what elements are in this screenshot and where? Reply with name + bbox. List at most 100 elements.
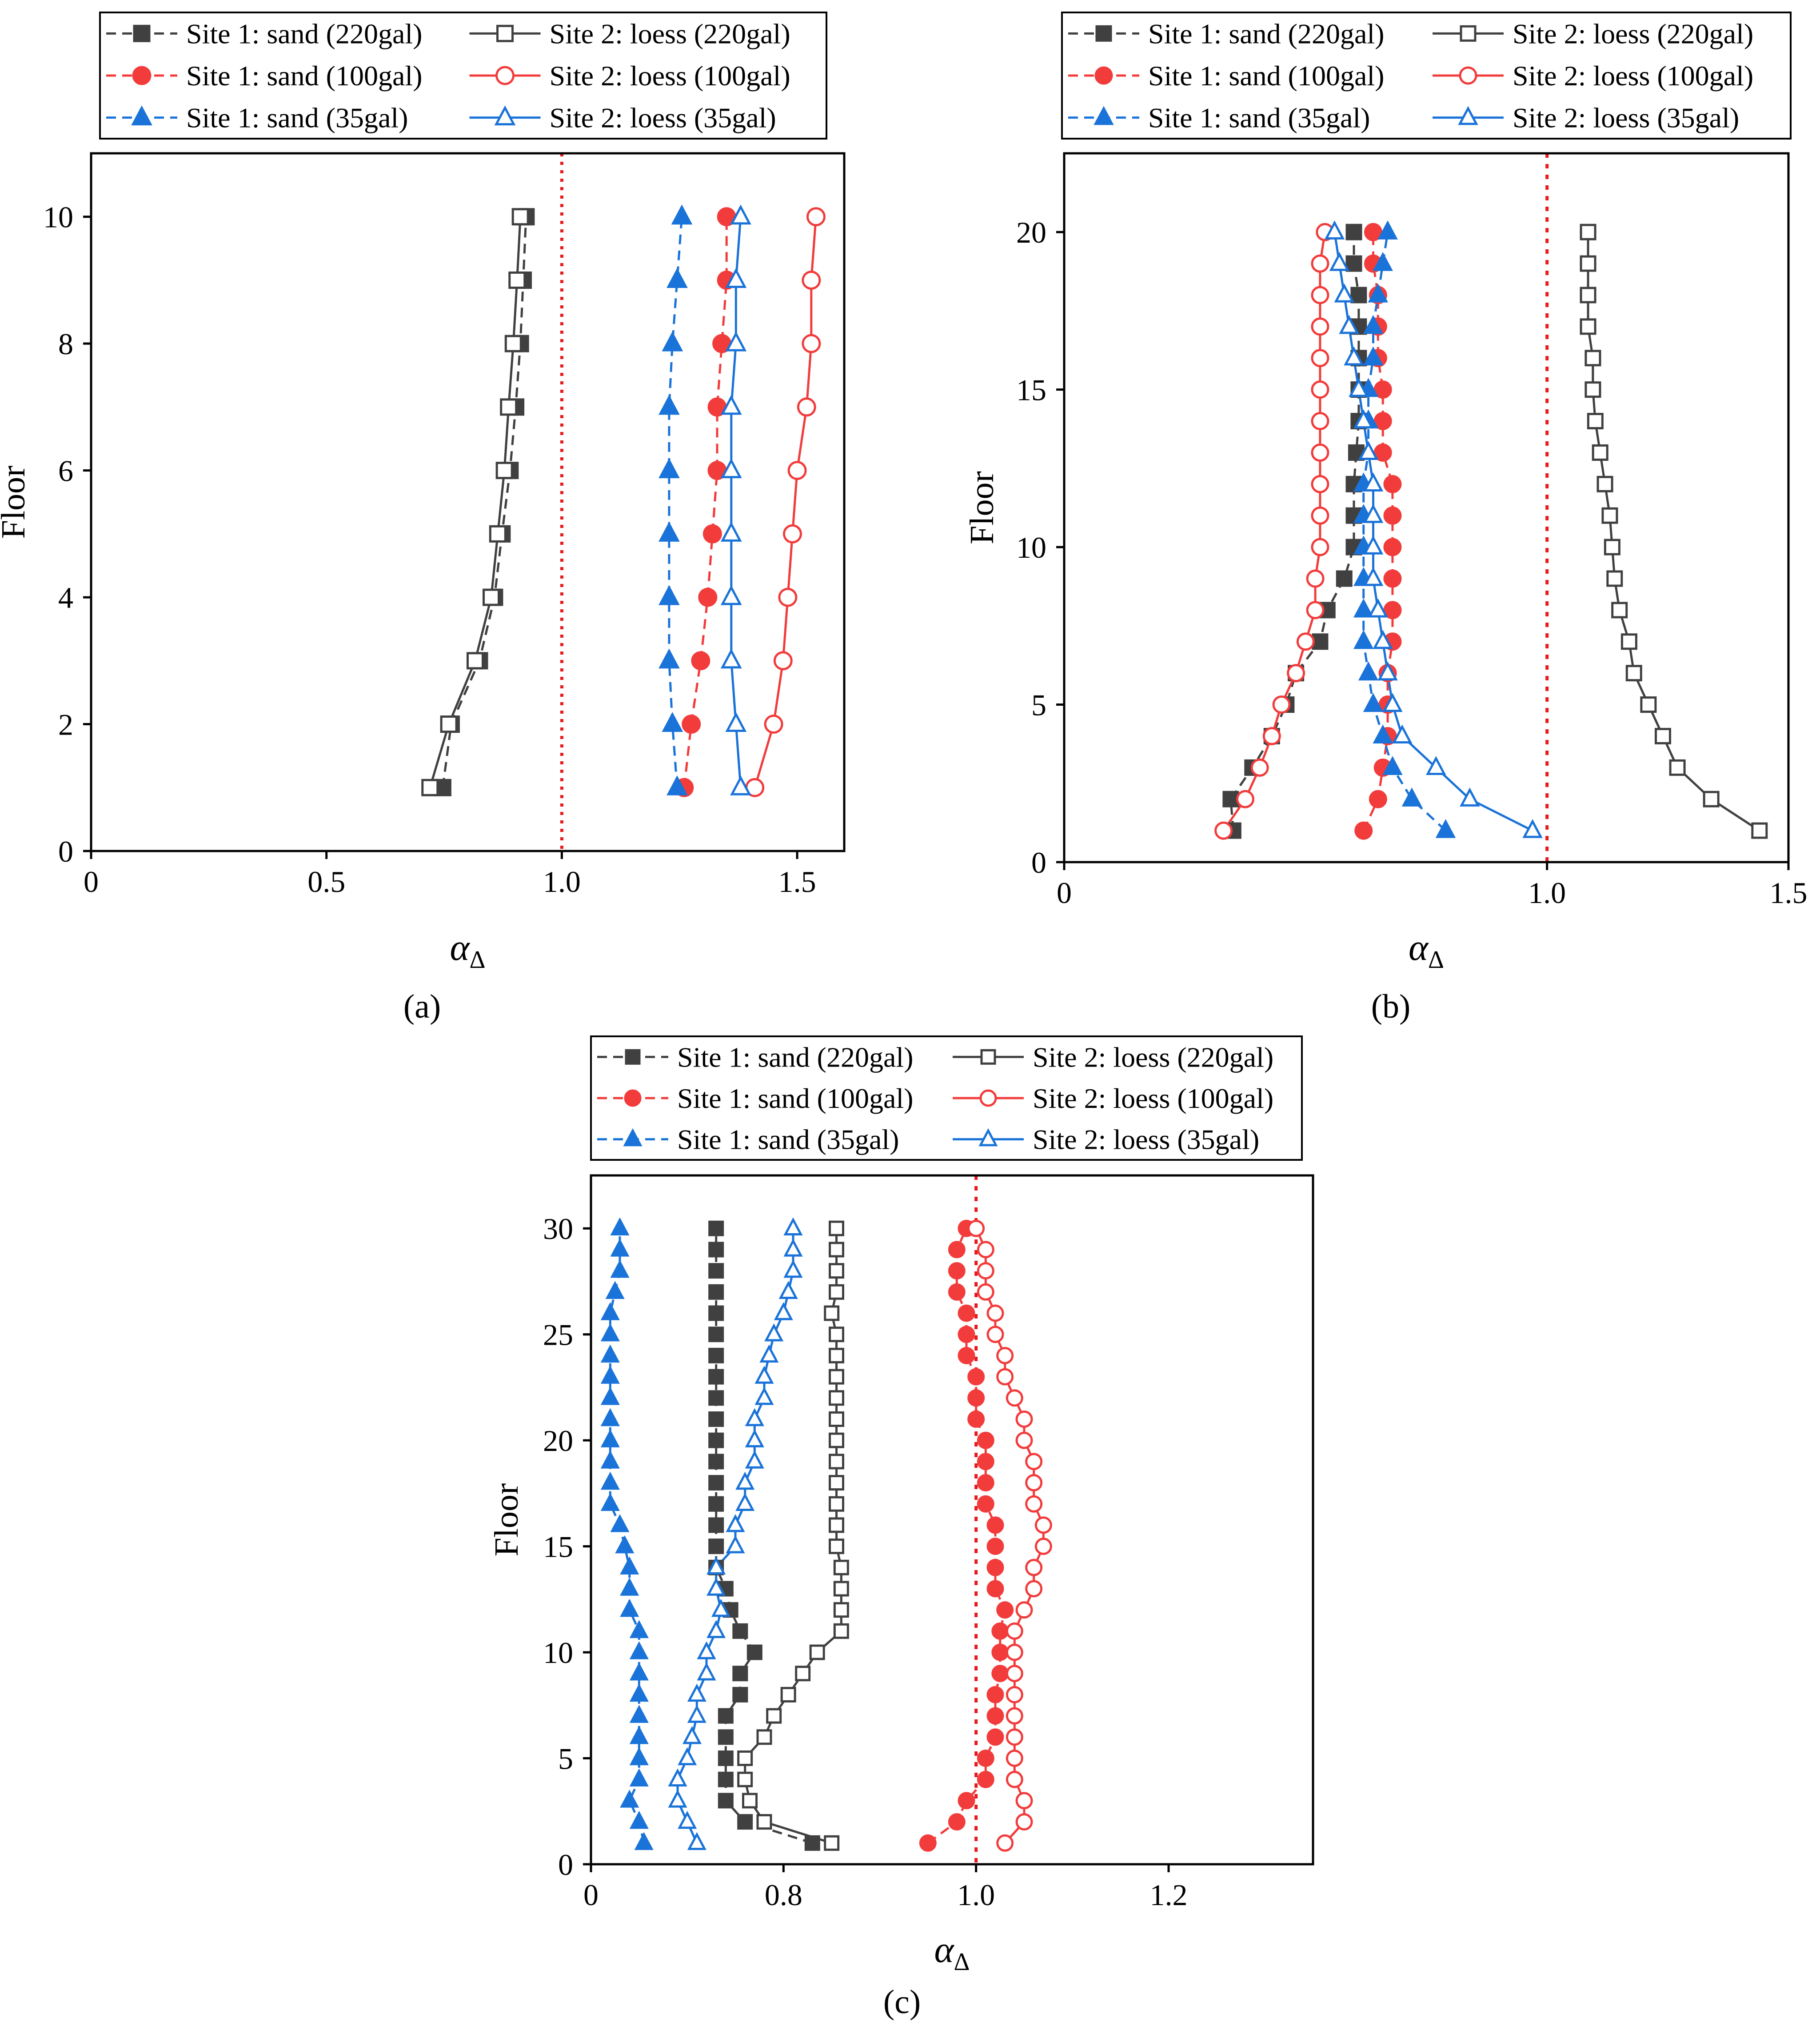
- data-point-b-3-17: [1311, 286, 1329, 304]
- data-point-c-2-2: [958, 1792, 975, 1810]
- legend-marker-a-2: [132, 66, 152, 85]
- data-point-c-2-9: [991, 1643, 1009, 1661]
- data-point-c-2-11: [996, 1601, 1014, 1619]
- data-point-c-0-23: [708, 1347, 724, 1363]
- data-point-c-2-20: [967, 1410, 985, 1428]
- data-point-c-4-23: [600, 1344, 620, 1363]
- data-point-b-4-18: [1373, 252, 1393, 271]
- x-tick-label-c-2: 1.0: [957, 1878, 995, 1912]
- data-point-a-4-3: [659, 585, 680, 605]
- data-point-c-5-22: [754, 1366, 774, 1384]
- data-point-c-2-27: [948, 1262, 966, 1280]
- data-point-b-4-17: [1368, 283, 1389, 303]
- data-point-c-1-10: [833, 1623, 849, 1639]
- data-point-c-0-16: [708, 1496, 724, 1512]
- data-point-b-0-6: [1312, 633, 1329, 650]
- data-point-a-2-2: [691, 651, 710, 671]
- data-point-c-2-1: [948, 1813, 966, 1831]
- y-tick-label-c-3: 15: [543, 1530, 573, 1564]
- data-point-a-4-2: [659, 648, 680, 669]
- data-point-c-5-5: [682, 1726, 702, 1744]
- data-point-b-1-8: [1606, 570, 1623, 587]
- data-point-b-3-12: [1311, 443, 1329, 462]
- data-point-b-1-19: [1580, 224, 1596, 240]
- data-point-c-0-6: [718, 1708, 734, 1724]
- data-point-c-1-8: [795, 1666, 811, 1682]
- series-line-a-3: [754, 216, 817, 788]
- data-point-c-3-14: [1034, 1538, 1052, 1555]
- data-point-c-4-19: [600, 1429, 620, 1447]
- data-point-c-0-17: [708, 1475, 724, 1491]
- data-point-b-1-9: [1604, 539, 1620, 555]
- data-point-a-5-9: [730, 204, 751, 225]
- data-point-b-5-3: [1392, 724, 1413, 744]
- legend-marker-a-1: [496, 24, 514, 42]
- data-point-c-0-20: [708, 1411, 724, 1427]
- data-point-c-1-5: [756, 1729, 772, 1745]
- data-point-c-5-21: [754, 1387, 774, 1405]
- legend-label-a-1: Site 2: loess (220gal): [550, 18, 790, 49]
- data-point-c-3-28: [977, 1241, 994, 1259]
- data-point-c-1-16: [829, 1496, 844, 1512]
- y-axis-label-a: Floor: [0, 466, 32, 539]
- data-point-b-1-16: [1580, 318, 1596, 335]
- data-point-b-5-18: [1329, 252, 1350, 271]
- data-point-c-5-15: [726, 1514, 745, 1532]
- data-point-b-1-13: [1587, 413, 1604, 430]
- data-point-c-1-13: [833, 1559, 849, 1575]
- data-point-c-1-2: [742, 1793, 758, 1809]
- data-point-c-5-9: [697, 1641, 716, 1659]
- data-point-c-3-15: [1034, 1516, 1052, 1534]
- data-point-b-1-4: [1640, 696, 1657, 713]
- data-point-c-4-16: [600, 1493, 620, 1511]
- data-point-c-3-9: [1006, 1643, 1023, 1661]
- data-point-c-1-18: [829, 1454, 844, 1470]
- y-axis-label-b: Floor: [963, 471, 1001, 544]
- y-tick-label-a-3: 6: [58, 454, 73, 488]
- data-point-b-3-14: [1311, 380, 1329, 399]
- data-point-b-5-11: [1363, 472, 1384, 492]
- data-point-b-3-10: [1311, 506, 1329, 525]
- data-point-b-1-2: [1669, 759, 1686, 776]
- data-point-c-4-20: [600, 1408, 620, 1427]
- data-point-c-4-6: [629, 1705, 649, 1723]
- data-point-c-3-8: [1006, 1665, 1023, 1682]
- legend-marker-b-0: [1095, 25, 1112, 42]
- data-point-c-5-12: [706, 1578, 726, 1596]
- legend-marker-b-5: [1458, 106, 1478, 125]
- data-point-b-3-11: [1311, 475, 1329, 493]
- data-point-c-5-19: [745, 1429, 764, 1447]
- data-point-a-5-5: [720, 458, 742, 479]
- legend-label-c-5: Site 2: loess (35gal): [1033, 1124, 1259, 1155]
- data-point-c-0-21: [708, 1390, 724, 1406]
- legend-marker-a-0: [133, 24, 151, 42]
- data-point-c-5-14: [726, 1535, 745, 1554]
- data-point-c-5-0: [687, 1832, 706, 1850]
- data-point-c-5-24: [764, 1323, 784, 1342]
- data-point-c-0-14: [708, 1538, 724, 1554]
- data-point-c-3-23: [996, 1347, 1014, 1364]
- data-point-a-2-1: [682, 715, 701, 734]
- y-tick-label-a-4: 8: [58, 327, 73, 361]
- data-point-a-3-1: [764, 715, 783, 734]
- data-point-b-3-1: [1236, 790, 1254, 808]
- data-point-a-1-9: [511, 208, 529, 226]
- data-point-a-4-7: [662, 331, 683, 352]
- data-point-c-0-19: [708, 1432, 724, 1448]
- data-point-b-5-15: [1344, 346, 1364, 366]
- data-point-a-5-4: [720, 521, 742, 542]
- data-point-b-3-8: [1306, 569, 1325, 588]
- data-point-c-3-4: [1006, 1750, 1023, 1767]
- data-point-b-2-14: [1373, 380, 1392, 399]
- data-point-c-1-15: [829, 1517, 844, 1533]
- data-point-c-3-11: [1015, 1601, 1033, 1619]
- legend-label-a-4: Site 1: sand (35gal): [186, 102, 408, 134]
- legend-label-b-4: Site 1: sand (35gal): [1148, 102, 1370, 134]
- data-point-c-4-0: [634, 1832, 654, 1850]
- data-point-a-4-1: [662, 712, 683, 732]
- data-point-b-1-3: [1654, 727, 1671, 744]
- data-point-b-0-17: [1350, 287, 1367, 304]
